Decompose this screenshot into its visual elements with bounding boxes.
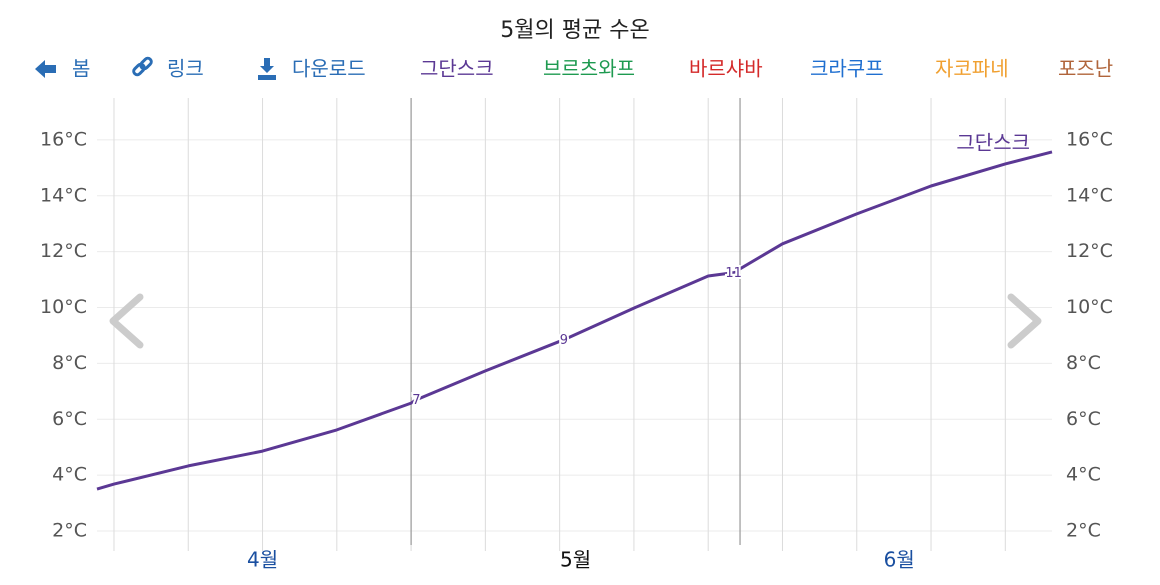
y-tick-label: 2°C <box>52 520 87 542</box>
city-tab[interactable]: 크라쿠프 <box>810 57 884 81</box>
data-label: 9 <box>560 333 568 348</box>
city-label: 바르샤바 <box>689 57 763 81</box>
city-tab[interactable]: 브르츠와프 <box>543 57 635 81</box>
back-button[interactable]: 봄 <box>35 57 90 81</box>
data-label: 11 <box>725 266 742 281</box>
y2-tick-label: 6°C <box>1066 408 1101 430</box>
next-arrow[interactable] <box>1007 293 1042 349</box>
city-tab[interactable]: 자코파네 <box>935 57 1009 81</box>
y2-tick-label: 10°C <box>1066 296 1113 318</box>
link-icon <box>132 56 153 77</box>
series-name: 그단스크 <box>956 130 1030 154</box>
city-label: 그단스크 <box>420 57 494 81</box>
city-label: 크라쿠프 <box>810 57 884 81</box>
month-link[interactable]: 5월 <box>560 548 591 572</box>
y2-tick-label: 4°C <box>1066 464 1101 486</box>
city-label: 자코파네 <box>935 57 1009 81</box>
prev-arrow[interactable] <box>109 293 144 349</box>
link-label: 링크 <box>167 57 204 81</box>
y-tick-label: 16°C <box>40 128 87 150</box>
y2-tick-label: 2°C <box>1066 520 1101 542</box>
x-tick-label: 5월 <box>560 548 591 572</box>
y2-tick-label: 14°C <box>1066 184 1113 206</box>
city-label: 브르츠와프 <box>543 57 635 81</box>
month-link[interactable]: 6월 <box>884 548 915 572</box>
y-tick-label: 10°C <box>40 296 87 318</box>
series-line <box>96 150 1053 491</box>
y-tick-label: 14°C <box>40 184 87 206</box>
city-tab[interactable]: 바르샤바 <box>689 57 763 81</box>
download-label: 다운로드 <box>292 57 366 81</box>
link-button[interactable]: 링크 <box>132 57 204 81</box>
back-label: 봄 <box>72 57 90 81</box>
chart-title: 5월의 평균 수온 <box>500 18 649 43</box>
x-tick-label: 4월 <box>247 548 278 572</box>
month-link[interactable]: 4월 <box>247 548 278 572</box>
data-label: 7 <box>412 393 420 408</box>
city-tab[interactable]: 포즈난 <box>1058 57 1113 81</box>
download-button[interactable]: 다운로드 <box>258 57 366 81</box>
back-icon <box>35 60 56 78</box>
download-icon <box>258 58 276 80</box>
y-tick-label: 8°C <box>52 352 87 374</box>
y2-tick-label: 12°C <box>1066 240 1113 262</box>
y-tick-label: 12°C <box>40 240 87 262</box>
city-label: 포즈난 <box>1058 57 1113 81</box>
y-tick-label: 4°C <box>52 464 87 486</box>
y-tick-label: 6°C <box>52 408 87 430</box>
city-tab[interactable]: 그단스크 <box>420 57 494 81</box>
y2-tick-label: 16°C <box>1066 128 1113 150</box>
x-tick-label: 6월 <box>884 548 915 572</box>
y2-tick-label: 8°C <box>1066 352 1101 374</box>
